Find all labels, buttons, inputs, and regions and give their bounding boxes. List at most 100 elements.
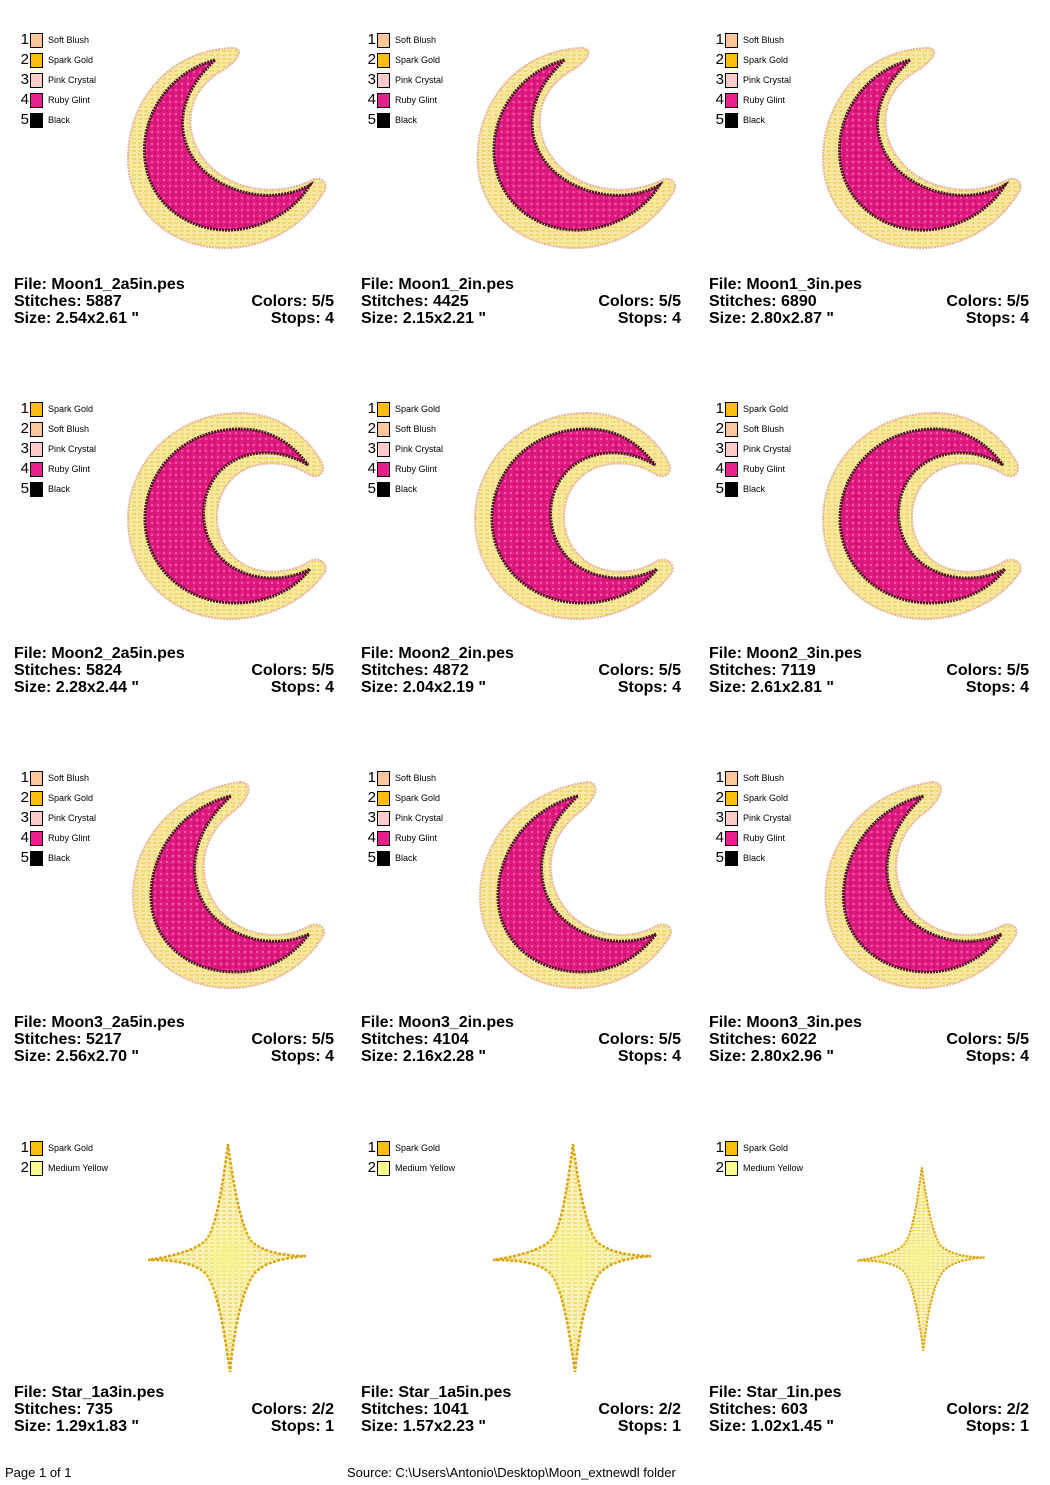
color-count: Colors: 2/2	[251, 1401, 334, 1418]
legend-item: 1 Soft Blush	[711, 30, 791, 50]
color-swatch	[725, 52, 738, 68]
legend-color-name: Spark Gold	[48, 793, 94, 803]
legend-item: 2 Spark Gold	[363, 50, 443, 70]
legend-item: 5 Black	[16, 479, 96, 499]
legend-color-name: Ruby Glint	[395, 464, 438, 474]
legend-item: 2 Spark Gold	[363, 788, 443, 808]
legend-color-name: Pink Crystal	[48, 444, 97, 454]
design-card-moon3-2a5in: 1 Soft Blush 2 Spark Gold 3 Pink Crystal 4 R…	[8, 764, 348, 1114]
star-embroidery-icon	[492, 1143, 652, 1373]
legend-color-name: Black	[48, 484, 71, 494]
legend-color-name: Soft Blush	[48, 773, 90, 783]
design-info: File: Moon1_2in.pes Stitches: 4425 Colors…	[361, 276, 681, 327]
stop-count: Stops: 4	[270, 310, 334, 327]
stop-count: Stops: 4	[965, 1048, 1029, 1065]
design-info: File: Moon3_2a5in.pes Stitches: 5217 Colo…	[14, 1014, 334, 1065]
legend-item: 3 Pink Crystal	[363, 439, 443, 459]
stitch-count: Stitches: 4104	[361, 1031, 469, 1048]
file-name: File: Star_1a3in.pes	[14, 1384, 165, 1401]
legend-number: 4	[20, 91, 29, 108]
legend-item: 4 Ruby Glint	[16, 90, 96, 110]
legend-color-name: Pink Crystal	[395, 444, 444, 454]
color-swatch	[377, 830, 390, 846]
color-swatch	[30, 790, 43, 806]
design-size: Size: 2.15x2.21 "	[361, 310, 486, 327]
legend-item: 1 Soft Blush	[363, 30, 443, 50]
moon-embroidery-icon	[476, 46, 677, 250]
legend-item: 2 Soft Blush	[711, 419, 791, 439]
legend-number: 1	[367, 400, 376, 417]
design-info: File: Star_1a5in.pes Stitches: 1041 Color…	[361, 1384, 681, 1435]
color-swatch	[725, 32, 738, 48]
legend-item: 4 Ruby Glint	[363, 90, 443, 110]
color-swatch	[725, 830, 738, 846]
color-swatch	[30, 112, 43, 128]
design-size: Size: 2.04x2.19 "	[361, 679, 486, 696]
stitch-count: Stitches: 4425	[361, 293, 469, 310]
stop-count: Stops: 4	[617, 1048, 681, 1065]
design-info: File: Star_1in.pes Stitches: 603 Colors: …	[709, 1384, 1029, 1435]
color-swatch	[725, 810, 738, 826]
file-name: File: Moon1_2a5in.pes	[14, 276, 185, 293]
legend-number: 5	[20, 480, 29, 497]
legend-color-name: Spark Gold	[395, 793, 441, 803]
legend-item: 5 Black	[16, 110, 96, 130]
legend-number: 2	[20, 1159, 29, 1176]
legend-color-name: Spark Gold	[395, 1143, 441, 1153]
legend-item: 1 Spark Gold	[16, 399, 96, 419]
color-swatch	[30, 830, 43, 846]
legend-color-name: Ruby Glint	[395, 95, 438, 105]
legend-number: 3	[20, 809, 29, 826]
legend-number: 4	[715, 460, 724, 477]
legend-item: 3 Pink Crystal	[711, 808, 791, 828]
design-info: File: Moon1_2a5in.pes Stitches: 5887 Colo…	[14, 276, 334, 327]
design-card-moon1-2in: 1 Soft Blush 2 Spark Gold 3 Pink Crystal 4 R…	[355, 26, 695, 376]
source-path: Source: C:\Users\Antonio\Desktop\Moon_ex…	[347, 1465, 676, 1480]
legend-color-name: Ruby Glint	[48, 95, 91, 105]
color-swatch	[30, 850, 43, 866]
color-legend: 1 Soft Blush 2 Spark Gold 3 Pink Crystal 4 R…	[363, 768, 443, 868]
legend-color-name: Spark Gold	[395, 404, 441, 414]
legend-item: 2 Medium Yellow	[711, 1158, 803, 1178]
color-swatch	[377, 481, 390, 497]
legend-color-name: Pink Crystal	[743, 75, 792, 85]
legend-item: 4 Ruby Glint	[711, 90, 791, 110]
legend-item: 5 Black	[363, 479, 443, 499]
legend-color-name: Soft Blush	[743, 424, 785, 434]
color-swatch	[377, 72, 390, 88]
legend-number: 5	[20, 849, 29, 866]
legend-item: 3 Pink Crystal	[16, 808, 96, 828]
design-info: File: Moon3_2in.pes Stitches: 4104 Colors…	[361, 1014, 681, 1065]
color-swatch	[725, 1160, 738, 1176]
color-swatch	[725, 112, 738, 128]
legend-number: 3	[367, 440, 376, 457]
color-swatch	[377, 810, 390, 826]
color-swatch	[30, 441, 43, 457]
color-swatch	[377, 112, 390, 128]
legend-item: 5 Black	[363, 110, 443, 130]
moon-embroidery-icon	[131, 780, 325, 990]
moon-embroidery-icon	[824, 780, 1018, 990]
design-info: File: Moon2_2in.pes Stitches: 4872 Colors…	[361, 645, 681, 696]
design-card-moon2-2in: 1 Spark Gold 2 Soft Blush 3 Pink Crystal 4 R…	[355, 395, 695, 745]
stitch-count: Stitches: 6890	[709, 293, 817, 310]
color-legend: 1 Soft Blush 2 Spark Gold 3 Pink Crystal 4 R…	[16, 30, 96, 130]
legend-number: 3	[367, 809, 376, 826]
design-card-star-1a5in: 1 Spark Gold 2 Medium Yellow File: Star_1a…	[355, 1134, 695, 1484]
legend-color-name: Medium Yellow	[48, 1163, 109, 1173]
color-legend: 1 Spark Gold 2 Medium Yellow	[711, 1138, 803, 1178]
color-swatch	[725, 790, 738, 806]
legend-color-name: Black	[395, 115, 418, 125]
legend-color-name: Soft Blush	[48, 35, 90, 45]
color-swatch	[725, 441, 738, 457]
color-legend: 1 Soft Blush 2 Spark Gold 3 Pink Crystal 4 R…	[711, 768, 791, 868]
color-count: Colors: 5/5	[598, 662, 681, 679]
stop-count: Stops: 4	[270, 1048, 334, 1065]
legend-number: 4	[367, 829, 376, 846]
design-info: File: Star_1a3in.pes Stitches: 735 Colors…	[14, 1384, 334, 1435]
legend-color-name: Medium Yellow	[395, 1163, 456, 1173]
legend-item: 1 Spark Gold	[16, 1138, 108, 1158]
legend-number: 5	[715, 480, 724, 497]
legend-number: 4	[715, 91, 724, 108]
color-swatch	[725, 1140, 738, 1156]
